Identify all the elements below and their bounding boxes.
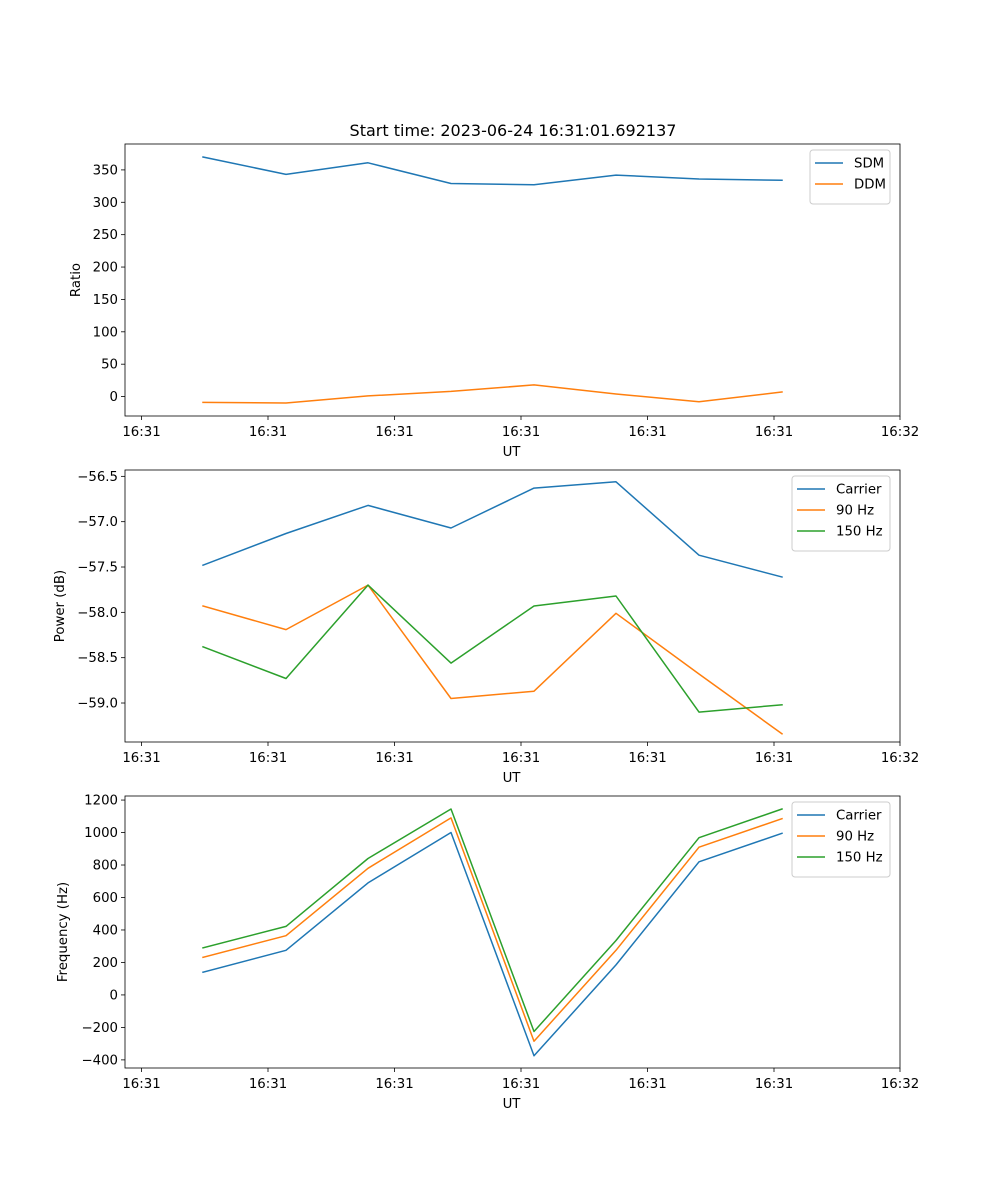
x-tick-label: 16:31: [375, 751, 413, 766]
y-tick-label: 200: [93, 261, 118, 276]
x-tick-label: 16:32: [881, 751, 919, 766]
x-tick-label: 16:31: [375, 425, 413, 440]
legend-label: 90 Hz: [836, 504, 874, 519]
x-tick-label: 16:31: [502, 425, 540, 440]
x-tick-label: 16:32: [881, 1077, 919, 1092]
x-axis-label: UT: [503, 771, 522, 786]
series-line-150-hz: [202, 584, 783, 713]
x-tick-label: 16:31: [628, 425, 666, 440]
y-tick-label: 0: [110, 390, 118, 405]
x-tick-label: 16:31: [375, 1077, 413, 1092]
series-line-90-hz: [202, 584, 784, 735]
x-tick-label: 16:31: [502, 1077, 540, 1092]
y-tick-label: 350: [93, 163, 118, 178]
y-tick-label: 1000: [84, 826, 118, 841]
y-tick-label: 150: [93, 293, 118, 308]
legend: SDM DDM: [809, 149, 891, 205]
x-tick-label: 16:31: [755, 425, 793, 440]
y-tick-label: 1200: [84, 794, 118, 809]
x-tick-label: 16:31: [755, 751, 793, 766]
panel-3: 16:31 16:31 16:31 16:31 16:31 16:31 16:32 −400 −…: [56, 794, 919, 1112]
legend-label: 90 Hz: [836, 830, 874, 845]
panel-1: 16:31 16:31 16:31 16:31 16:31 16:31 16:32 0 50 10…: [69, 143, 919, 460]
legend-box: [791, 801, 891, 878]
y-tick-label: 200: [93, 956, 118, 971]
legend-label: 150 Hz: [836, 851, 883, 866]
legend: Carrier 90 Hz 150 Hz: [791, 475, 891, 552]
y-tick-label: −56.5: [77, 470, 118, 485]
y-tick-label: 800: [93, 859, 118, 874]
legend-box: [791, 475, 891, 552]
y-tick-label: −57.0: [77, 515, 118, 530]
series-line-sdm: [202, 156, 783, 186]
y-tick-label: 0: [110, 988, 118, 1003]
y-tick-label: −59.0: [77, 697, 118, 712]
panel-2: 16:31 16:31 16:31 16:31 16:31 16:31 16:32 −59.0…: [53, 469, 919, 786]
x-tick-label: 16:31: [122, 425, 160, 440]
x-tick-label: 16:32: [881, 425, 919, 440]
legend-label: 150 Hz: [836, 525, 883, 540]
x-tick-label: 16:31: [502, 751, 540, 766]
legend-label: DDM: [854, 178, 886, 193]
axes-frame: [124, 143, 901, 417]
x-tick-label: 16:31: [249, 751, 287, 766]
y-tick-label: 100: [93, 325, 118, 340]
y-tick-label: 250: [93, 228, 118, 243]
y-axis-label: Frequency (Hz): [56, 882, 71, 982]
series-line-carrier: [202, 831, 783, 1057]
figure-title: Start time: 2023-06-24 16:31:01.692137: [350, 121, 677, 140]
x-tick-label: 16:31: [122, 751, 160, 766]
series-line-ddm: [202, 384, 783, 404]
axes-frame: [124, 795, 901, 1069]
x-tick-label: 16:31: [249, 425, 287, 440]
series-line-carrier: [202, 481, 783, 578]
y-tick-label: −58.5: [77, 651, 118, 666]
y-tick-label: −57.5: [77, 561, 118, 576]
y-tick-label: 300: [93, 196, 118, 211]
legend: Carrier 90 Hz 150 Hz: [791, 801, 891, 878]
x-tick-label: 16:31: [628, 1077, 666, 1092]
legend-label: Carrier: [836, 483, 882, 498]
y-axis-label: Power (dB): [53, 570, 68, 642]
x-tick-label: 16:31: [755, 1077, 793, 1092]
y-tick-label: −400: [81, 1053, 118, 1068]
x-tick-label: 16:31: [122, 1077, 160, 1092]
y-tick-label: 600: [93, 891, 118, 906]
legend-label: Carrier: [836, 809, 882, 824]
series-line-150-hz: [202, 808, 783, 1033]
x-axis-label: UT: [503, 1097, 522, 1112]
x-axis-label: UT: [503, 445, 522, 460]
y-tick-label: −58.0: [77, 606, 118, 621]
y-tick-label: −200: [81, 1021, 118, 1036]
y-tick-label: 50: [101, 358, 118, 373]
y-axis-label: Ratio: [69, 263, 84, 297]
legend-label: SDM: [854, 157, 884, 172]
y-tick-label: 400: [93, 923, 118, 938]
x-tick-label: 16:31: [249, 1077, 287, 1092]
series-line-90-hz: [202, 817, 783, 1042]
x-tick-label: 16:31: [628, 751, 666, 766]
axes-frame: [124, 469, 901, 743]
